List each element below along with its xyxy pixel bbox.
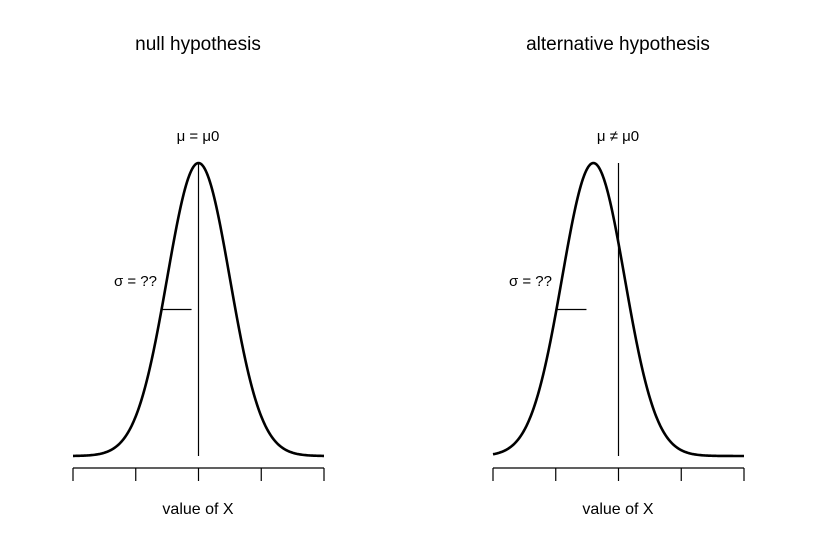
x-axis-label: value of X: [162, 501, 233, 518]
mean-label: μ = μ0: [177, 128, 220, 145]
mean-label: μ ≠ μ0: [597, 128, 639, 145]
sd-label: σ = ??: [114, 273, 157, 290]
panel-title: null hypothesis: [135, 34, 261, 55]
panel-title: alternative hypothesis: [526, 34, 710, 55]
sd-label: σ = ??: [509, 273, 552, 290]
x-axis-label: value of X: [582, 501, 653, 518]
null-hypothesis-panel: null hypothesis value of X μ = μ0 σ = ??: [72, 34, 325, 518]
alternative-hypothesis-panel: alternative hypothesis value of X μ ≠ μ0…: [492, 34, 745, 518]
